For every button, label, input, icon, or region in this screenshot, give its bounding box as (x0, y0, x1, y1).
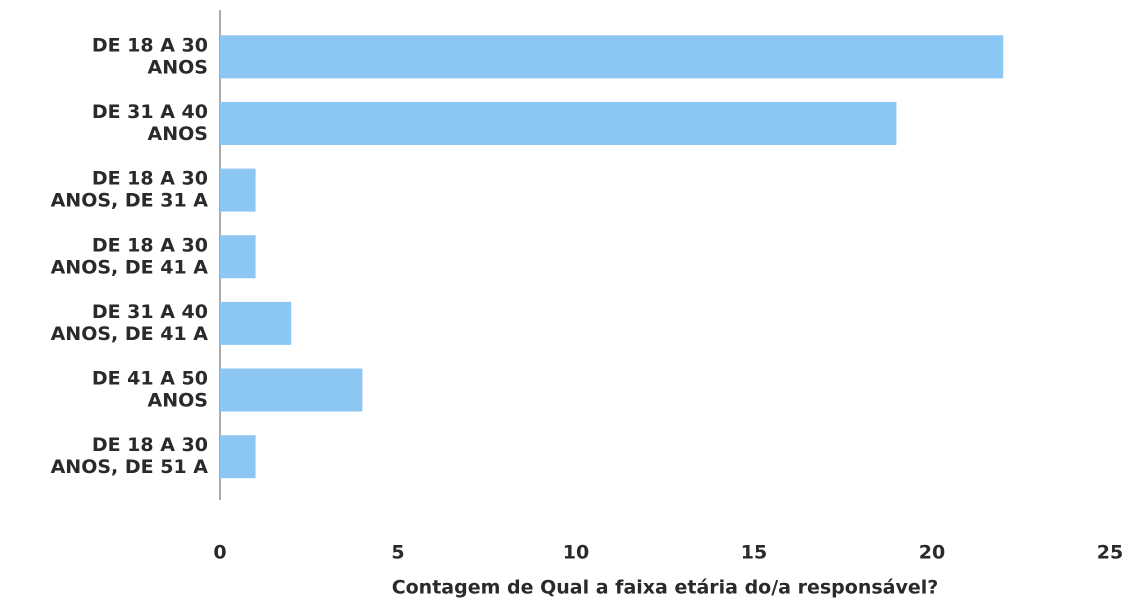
bar (220, 168, 256, 212)
y-tick-label: DE 18 A 30 (92, 434, 208, 456)
y-tick-label: ANOS, DE 31 A (51, 190, 209, 212)
y-tick-label: ANOS, DE 41 A (51, 323, 209, 345)
x-tick-label: 10 (563, 542, 589, 564)
bar (220, 368, 363, 412)
y-tick-label: DE 18 A 30 (92, 34, 208, 56)
bar (220, 235, 256, 279)
y-tick-label: ANOS, DE 41 A (51, 256, 209, 278)
x-tick-label: 0 (213, 542, 226, 564)
bar (220, 35, 1004, 79)
x-tick-label: 5 (391, 542, 404, 564)
y-tick-label: ANOS (148, 56, 208, 78)
y-tick-label: DE 41 A 50 (92, 368, 208, 390)
x-tick-label: 20 (919, 542, 945, 564)
x-tick-label: 15 (741, 542, 767, 564)
y-tick-label: ANOS (148, 123, 208, 145)
y-tick-label: DE 18 A 30 (92, 168, 208, 190)
y-tick-label: DE 18 A 30 (92, 234, 208, 256)
bar (220, 435, 256, 479)
y-tick-label: ANOS, DE 51 A (51, 456, 209, 478)
y-tick-label: DE 31 A 40 (92, 101, 208, 123)
x-axis-title: Contagem de Qual a faixa etária do/a res… (392, 577, 939, 599)
x-tick-label: 25 (1097, 542, 1123, 564)
y-tick-label: ANOS (148, 390, 208, 412)
bar (220, 301, 292, 345)
y-tick-label: DE 31 A 40 (92, 301, 208, 323)
bar (220, 101, 897, 145)
